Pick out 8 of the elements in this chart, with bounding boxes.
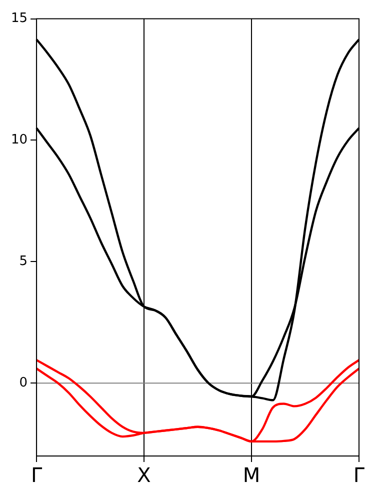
- x-tick-label: Γ: [30, 463, 43, 488]
- x-tick-label: Γ: [353, 463, 366, 488]
- x-tick-label: M: [242, 463, 260, 488]
- y-tick-label: 10: [10, 132, 28, 148]
- y-tick-label: 0: [19, 376, 28, 391]
- y-tick-label: 5: [19, 254, 28, 270]
- y-tick-label: 15: [10, 11, 28, 26]
- x-tick-label: X: [137, 463, 152, 488]
